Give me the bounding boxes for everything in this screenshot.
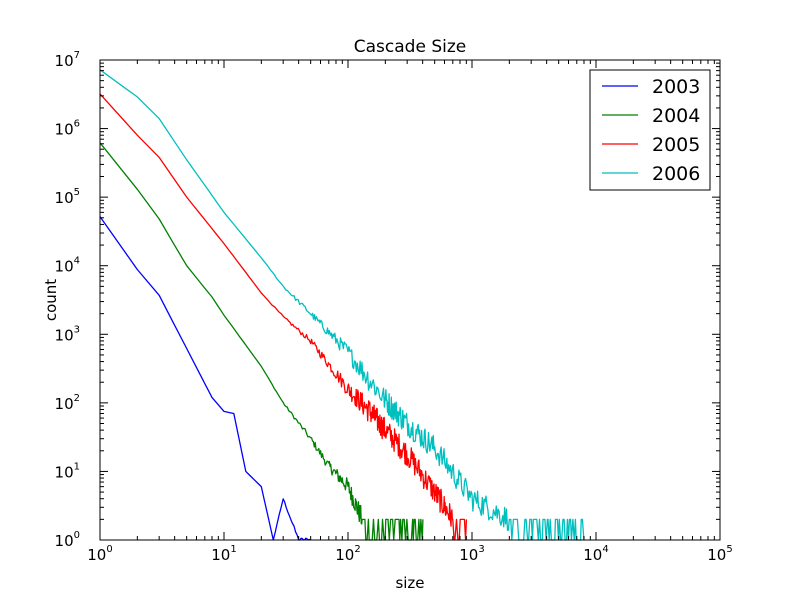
y-tick-label: 103: [55, 324, 80, 344]
ticks-layer: 100 101 102 103 104 105 100 101 102 103 104 105 106 1…: [55, 50, 733, 564]
series-line-2005: [99, 93, 468, 541]
y-tick-label: 101: [55, 461, 80, 481]
legend-label: 2004: [652, 105, 700, 127]
series-line-2006: [99, 69, 585, 541]
y-tick-label: 100: [55, 530, 80, 550]
y-tick-label: 106: [55, 119, 80, 139]
y-tick-label: 102: [55, 393, 80, 413]
legend-label: 2005: [652, 134, 700, 156]
plot-frame: [99, 59, 721, 541]
x-tick-label: 102: [335, 544, 360, 564]
y-tick-label: 104: [55, 256, 80, 276]
x-tick-label: 103: [459, 544, 484, 564]
chart-title: Cascade Size: [354, 37, 466, 57]
series-line-2004: [99, 142, 424, 541]
x-tick-label: 105: [707, 544, 732, 564]
y-axis-label: count: [42, 279, 60, 321]
x-tick-label: 101: [211, 544, 236, 564]
series-line-2003: [99, 216, 311, 541]
y-tick-label: 105: [55, 187, 80, 207]
y-tick-label: 107: [55, 50, 80, 70]
legend-label: 2003: [652, 76, 700, 98]
legend: 2003 2004 2005 2006: [589, 69, 711, 191]
legend-label: 2006: [652, 163, 700, 185]
series-layer: [99, 69, 585, 541]
legend-box: [589, 69, 711, 191]
x-tick-label: 100: [87, 544, 112, 564]
x-tick-label: 104: [583, 544, 608, 564]
x-axis-label: size: [395, 574, 424, 592]
